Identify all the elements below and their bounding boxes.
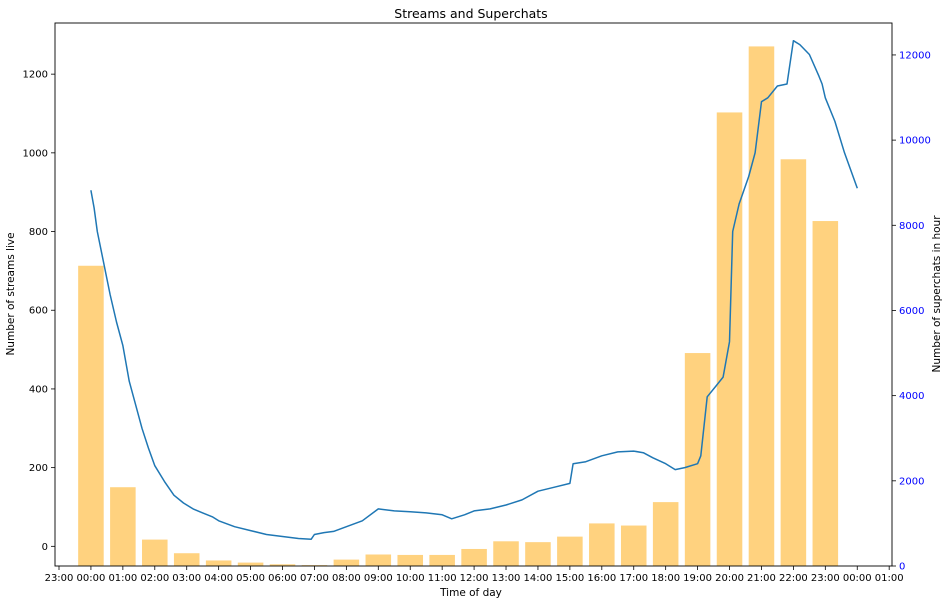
x-tick-label: 23:00 (45, 573, 74, 584)
y-axis-right: 0 2000 4000 6000 8000 10000 12000 (892, 50, 931, 573)
superchat-bar (429, 554, 455, 566)
line-layer (90, 39, 859, 540)
chart-title: Streams and Superchats (394, 6, 547, 21)
x-tick-label: 01:00 (875, 573, 904, 584)
x-axis: 23:00 00:00 01:00 02:00 03:00 04:00 05:00 06:00… (45, 566, 904, 584)
streams-line (90, 39, 859, 540)
superchat-bar (142, 539, 168, 566)
y-left-tick-label: 800 (29, 227, 48, 238)
superchat-bar (525, 542, 551, 566)
superchat-bar (684, 353, 711, 566)
y-left-tick-label: 1000 (23, 148, 48, 159)
y-right-tick-label: 4000 (899, 391, 924, 402)
x-tick-label: 23:00 (811, 573, 840, 584)
x-tick-label: 13:00 (492, 573, 521, 584)
x-tick-label: 12:00 (460, 573, 489, 584)
superchat-bar (110, 487, 136, 566)
y-right-tick-label: 6000 (899, 306, 924, 317)
x-tick-label: 00:00 (77, 573, 106, 584)
x-tick-label: 17:00 (619, 573, 648, 584)
y-right-tick-label: 10000 (899, 136, 931, 147)
y-right-tick-label: 8000 (899, 221, 924, 232)
superchat-bar (493, 541, 519, 566)
superchat-bar (652, 502, 679, 566)
superchat-bar (173, 553, 200, 566)
x-tick-label: 14:00 (524, 573, 553, 584)
y-left-tick-label: 1200 (23, 70, 48, 81)
x-tick-label: 03:00 (172, 573, 201, 584)
superchat-bar (557, 536, 583, 566)
y-right-tick-label: 12000 (899, 50, 931, 61)
bars-layer (78, 46, 839, 567)
y-left-tick-label: 600 (29, 306, 48, 317)
superchat-bar (461, 548, 487, 566)
superchat-bar (333, 559, 360, 566)
x-tick-label: 21:00 (747, 573, 776, 584)
y-right-tick-label: 2000 (899, 476, 924, 487)
x-tick-label: 01:00 (108, 573, 137, 584)
y-right-tick-label: 0 (899, 562, 905, 573)
y-left-tick-label: 400 (29, 384, 48, 395)
superchat-bar (780, 159, 807, 566)
y-axis-left-label: Number of streams live (5, 232, 17, 355)
superchat-bar (78, 265, 104, 566)
x-tick-label: 15:00 (555, 573, 584, 584)
x-tick-label: 20:00 (715, 573, 744, 584)
superchat-bar (589, 523, 615, 566)
y-axis-left: 0 200 400 600 800 1000 1200 (23, 70, 55, 553)
x-axis-label: Time of day (439, 587, 502, 599)
superchat-bar (237, 562, 264, 566)
superchat-bar (748, 46, 775, 567)
x-tick-label: 04:00 (204, 573, 233, 584)
superchat-bar (365, 554, 392, 566)
x-tick-label: 11:00 (428, 573, 457, 584)
x-tick-label: 02:00 (140, 573, 169, 584)
x-tick-label: 07:00 (300, 573, 329, 584)
superchat-bar (269, 564, 296, 566)
y-axis-right-label: Number of superchats in hour (931, 215, 943, 373)
x-tick-label: 22:00 (779, 573, 808, 584)
y-left-tick-label: 0 (42, 542, 48, 553)
x-tick-label: 08:00 (332, 573, 361, 584)
x-tick-label: 00:00 (843, 573, 872, 584)
x-tick-label: 05:00 (236, 573, 265, 584)
x-tick-label: 18:00 (651, 573, 680, 584)
superchat-bar (397, 554, 424, 566)
x-tick-label: 10:00 (396, 573, 425, 584)
x-tick-label: 06:00 (268, 573, 297, 584)
superchat-bar (620, 525, 647, 566)
x-tick-label: 19:00 (683, 573, 712, 584)
y-left-tick-label: 200 (29, 463, 48, 474)
plot-frame (54, 22, 893, 567)
x-tick-label: 16:00 (587, 573, 616, 584)
x-tick-label: 09:00 (364, 573, 393, 584)
superchat-bar (812, 221, 839, 567)
superchat-bar (205, 560, 232, 566)
